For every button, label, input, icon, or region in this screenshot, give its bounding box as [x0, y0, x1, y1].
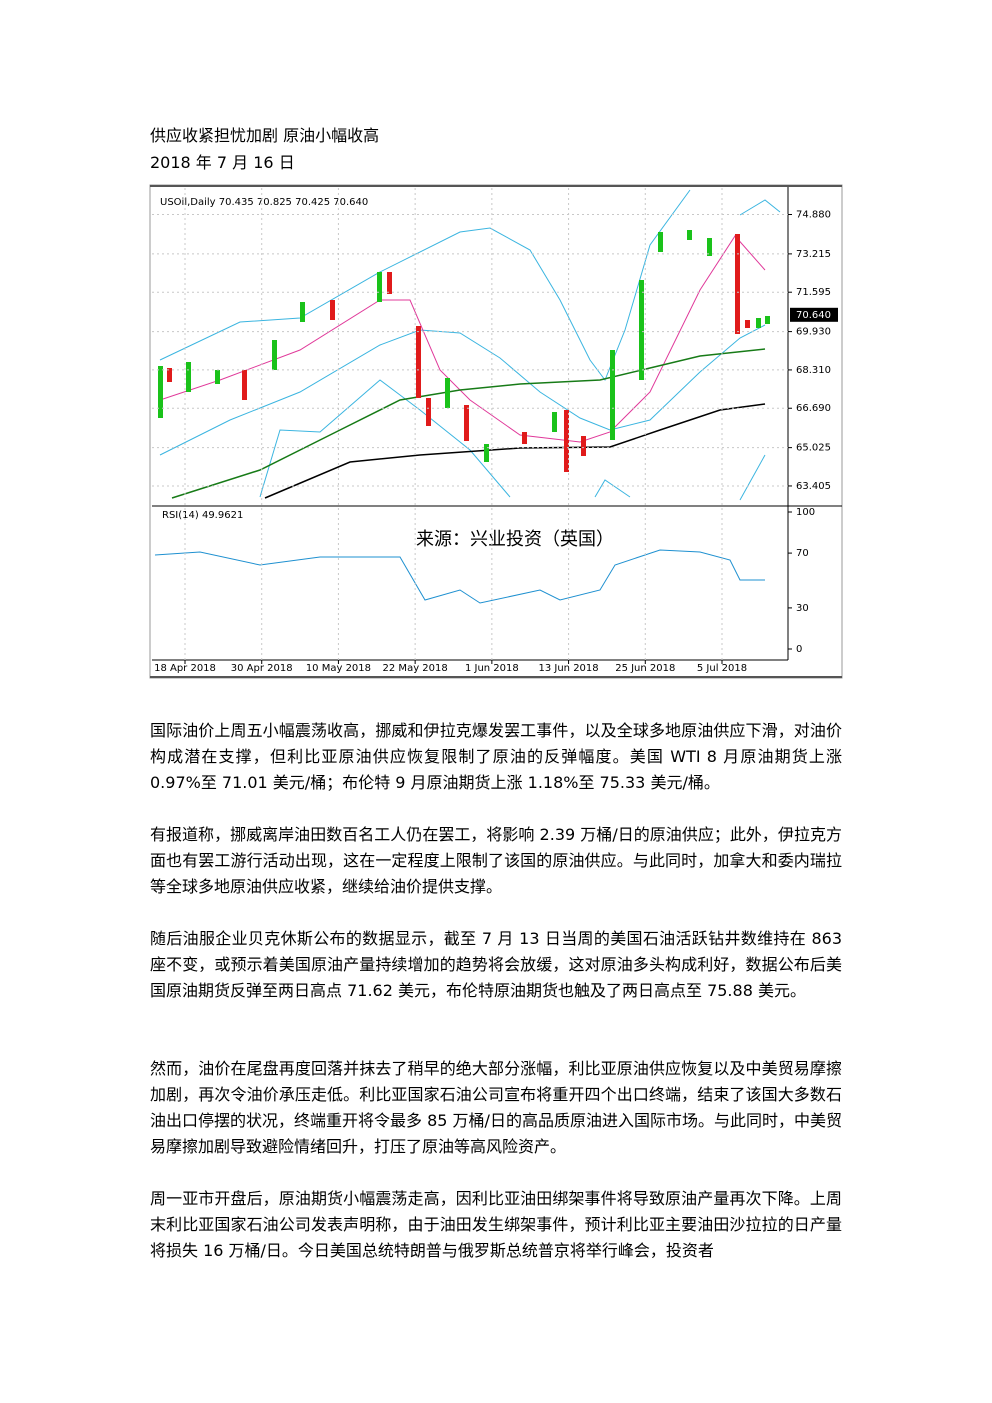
y-tick-label: 73.215 — [796, 249, 831, 260]
y-tick-label: 66.690 — [796, 403, 831, 414]
bollinger-band — [259, 379, 766, 501]
x-tick-label: 22 May 2018 — [383, 663, 448, 674]
chart-header: USOil,Daily 70.435 70.825 70.425 70.640 — [160, 197, 368, 208]
y-tick-label: 71.595 — [796, 287, 831, 298]
paragraph: 周一亚市开盘后，原油期货小幅震荡走高，因利比亚油田绑架事件将导致原油产量再次下降… — [150, 1189, 842, 1260]
rsi-line — [154, 549, 765, 604]
x-tick-label: 5 Jul 2018 — [697, 663, 747, 674]
rsi-tick-label: 70 — [796, 548, 809, 559]
moving-average — [159, 235, 766, 443]
x-tick-label: 18 Apr 2018 — [154, 663, 216, 674]
bollinger-band — [739, 199, 781, 216]
x-tick-label: 13 Jun 2018 — [538, 663, 598, 674]
title: 供应收紧担忧加剧 原油小幅收高 — [150, 126, 380, 145]
x-tick-label: 10 May 2018 — [306, 663, 371, 674]
x-tick-label: 30 Apr 2018 — [231, 663, 293, 674]
paragraph: 有报道称，挪威离岸油田数百名工人仍在罢工，将影响 2.39 万桶/日的原油供应；… — [150, 825, 842, 896]
date: 2018 年 7 月 16 日 — [150, 153, 295, 172]
rsi-tick-label: 100 — [796, 507, 815, 518]
price-tag — [790, 307, 838, 322]
y-tick-label: 74.880 — [796, 209, 831, 220]
rsi-tick-label: 0 — [796, 644, 802, 655]
paragraph: 然而，油价在尾盘再度回落并抹去了稍早的绝大部分涨幅，利比亚原油供应恢复以及中美贸… — [150, 1059, 842, 1156]
moving-average — [171, 348, 766, 499]
chart-frame — [149, 184, 843, 679]
x-tick-label: 25 Jun 2018 — [615, 663, 675, 674]
price-tag-label: 70.640 — [796, 310, 831, 321]
rsi-title: RSI(14) 49.9621 — [162, 510, 243, 521]
y-tick-label: 68.310 — [796, 365, 831, 376]
y-tick-label: 63.405 — [796, 481, 831, 492]
y-tick-label: 69.930 — [796, 327, 831, 338]
x-tick-label: 1 Jun 2018 — [465, 663, 519, 674]
paragraph: 国际油价上周五小幅震荡收高，挪威和伊拉克爆发罢工事件，以及全球多地原油供应下滑，… — [150, 721, 842, 792]
paragraph: 随后油服企业贝克休斯公布的数据显示，截至 7 月 13 日当周的美国石油活跃钻井… — [150, 929, 842, 1000]
y-tick-label: 65.025 — [796, 443, 831, 454]
rsi-tick-label: 30 — [796, 603, 809, 614]
chart: USOil,Daily 70.435 70.825 70.425 70.640 … — [149, 184, 843, 679]
source: 来源：兴业投资（英国） — [416, 529, 614, 550]
candles — [158, 230, 770, 472]
bollinger-band — [159, 324, 766, 456]
